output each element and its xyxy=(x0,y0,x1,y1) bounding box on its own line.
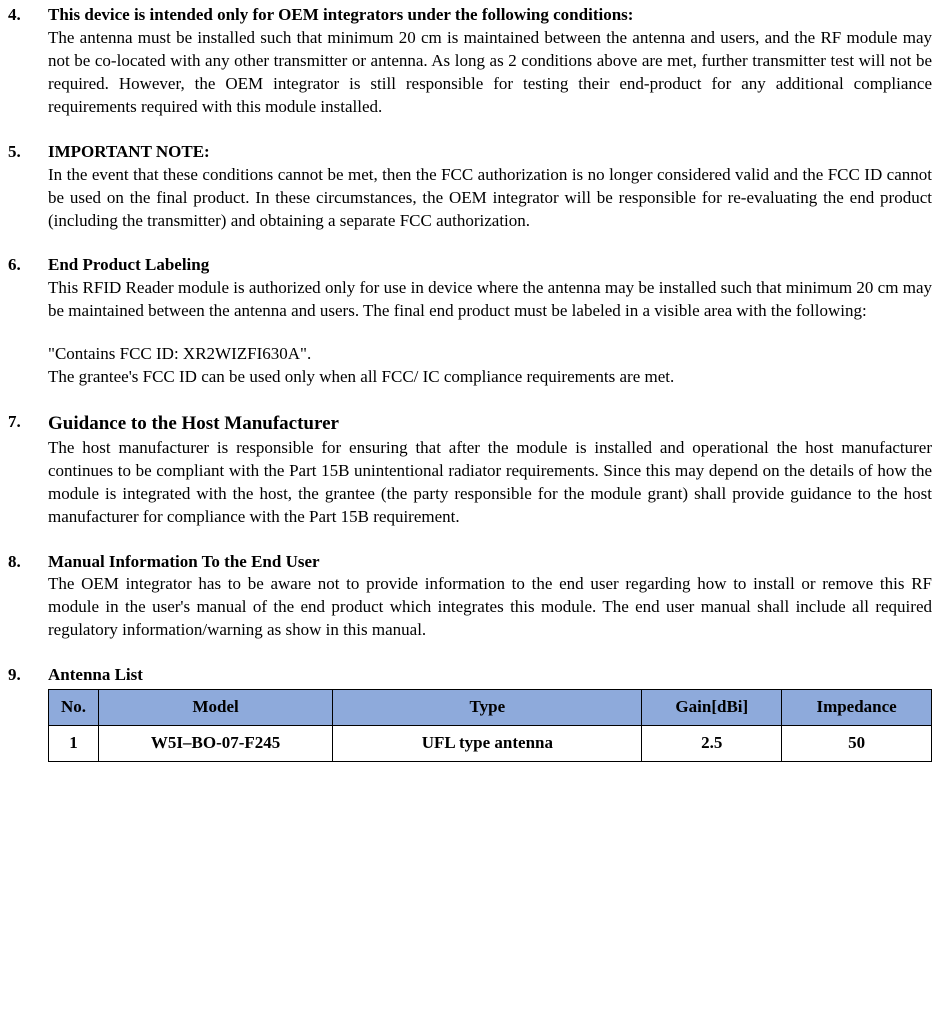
section-number: 8. xyxy=(8,551,48,574)
section-5: 5. IMPORTANT NOTE: In the event that the… xyxy=(8,141,932,233)
section-title: IMPORTANT NOTE: xyxy=(48,141,932,164)
section-title: This device is intended only for OEM int… xyxy=(48,5,633,24)
section-4: 4. This device is intended only for OEM … xyxy=(8,4,932,119)
section-8: 8. Manual Information To the End User Th… xyxy=(8,551,932,643)
section-title: Antenna List xyxy=(48,664,932,687)
table-header-no: No. xyxy=(49,690,99,726)
section-6: 6. End Product Labeling This RFID Reader… xyxy=(8,254,932,389)
antenna-table: No. Model Type Gain[dBi] Impedance 1 W5I… xyxy=(48,689,932,762)
table-header-model: Model xyxy=(98,690,332,726)
section-body: "Contains FCC ID: XR2WIZFI630A". xyxy=(48,343,932,366)
cell-type: UFL type antenna xyxy=(333,726,642,762)
section-body: In the event that these conditions canno… xyxy=(48,164,932,233)
section-body: The antenna must be installed such that … xyxy=(48,27,932,119)
section-number: 5. xyxy=(8,141,48,164)
cell-gain: 2.5 xyxy=(642,726,782,762)
table-header-impedance: Impedance xyxy=(782,690,932,726)
section-9: 9. Antenna List No. Model Type Gain[dBi]… xyxy=(8,664,932,762)
section-body: The OEM integrator has to be aware not t… xyxy=(48,573,932,642)
section-body: The host manufacturer is responsible for… xyxy=(48,437,932,529)
section-number: 9. xyxy=(8,664,48,687)
section-number: 4. xyxy=(8,4,48,27)
table-row: 1 W5I–BO-07-F245 UFL type antenna 2.5 50 xyxy=(49,726,932,762)
section-title: Manual Information To the End User xyxy=(48,551,932,574)
section-body: This RFID Reader module is authorized on… xyxy=(48,277,932,323)
section-title: End Product Labeling xyxy=(48,254,932,277)
cell-impedance: 50 xyxy=(782,726,932,762)
section-number: 7. xyxy=(8,411,48,434)
cell-model: W5I–BO-07-F245 xyxy=(98,726,332,762)
section-body: The grantee's FCC ID can be used only wh… xyxy=(48,366,932,389)
cell-no: 1 xyxy=(49,726,99,762)
table-header-gain: Gain[dBi] xyxy=(642,690,782,726)
table-header-type: Type xyxy=(333,690,642,726)
table-header-row: No. Model Type Gain[dBi] Impedance xyxy=(49,690,932,726)
section-number: 6. xyxy=(8,254,48,277)
section-7: 7. Guidance to the Host Manufacturer The… xyxy=(8,411,932,528)
section-title: Guidance to the Host Manufacturer xyxy=(48,411,932,437)
